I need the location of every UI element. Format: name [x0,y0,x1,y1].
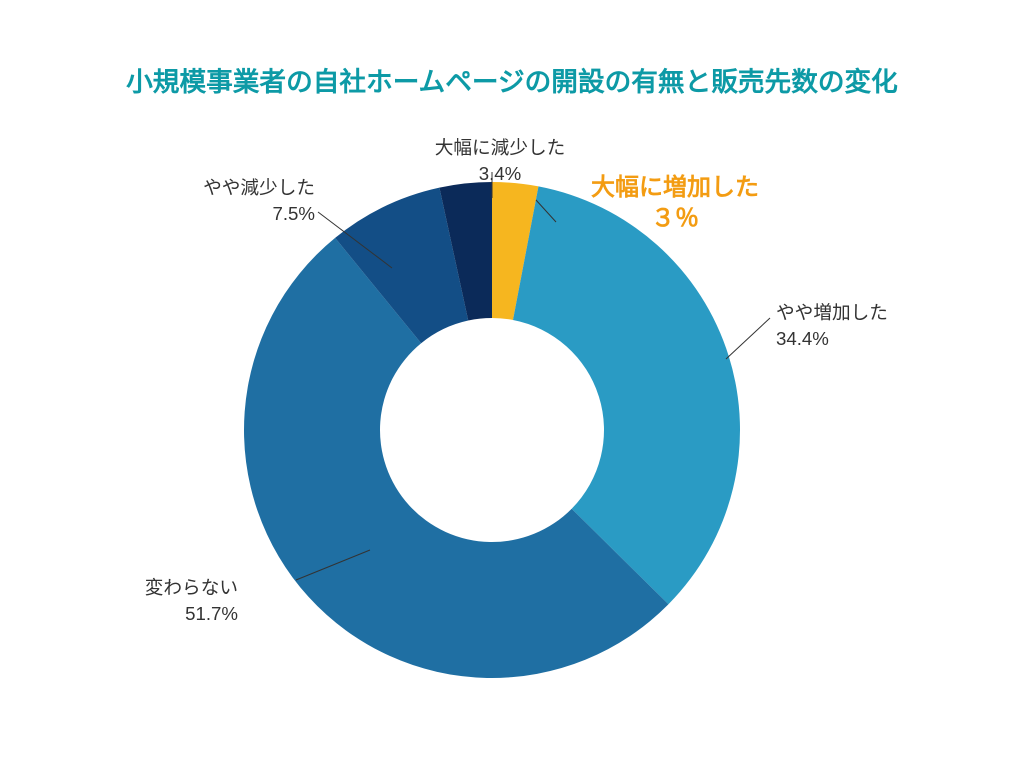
slice-label-pct: 7.5% [135,201,315,227]
slice-label-name: やや減少した [135,175,315,201]
slice-label: 変わらない51.7% [58,575,238,627]
highlight-name: 大幅に増加した [591,174,759,201]
slice-label: やや増加した34.4% [776,300,956,352]
slice-label-name: やや増加した [776,300,956,326]
highlight-callout: 大幅に増加した ３％ [565,172,785,234]
slice-label: 大幅に減少した3.4% [410,135,590,187]
donut-svg [232,170,752,690]
slice-label-pct: 51.7% [58,601,238,627]
slice-label-pct: 3.4% [410,161,590,187]
slice-label-name: 大幅に減少した [410,135,590,161]
donut-chart [232,170,752,690]
slice-label-pct: 34.4% [776,326,956,352]
highlight-pct: ３％ [651,205,699,232]
slice-label-name: 変わらない [58,575,238,601]
slice-label: やや減少した7.5% [135,175,315,227]
chart-title: 小規模事業者の自社ホームページの開設の有無と販売先数の変化 [0,60,1024,99]
